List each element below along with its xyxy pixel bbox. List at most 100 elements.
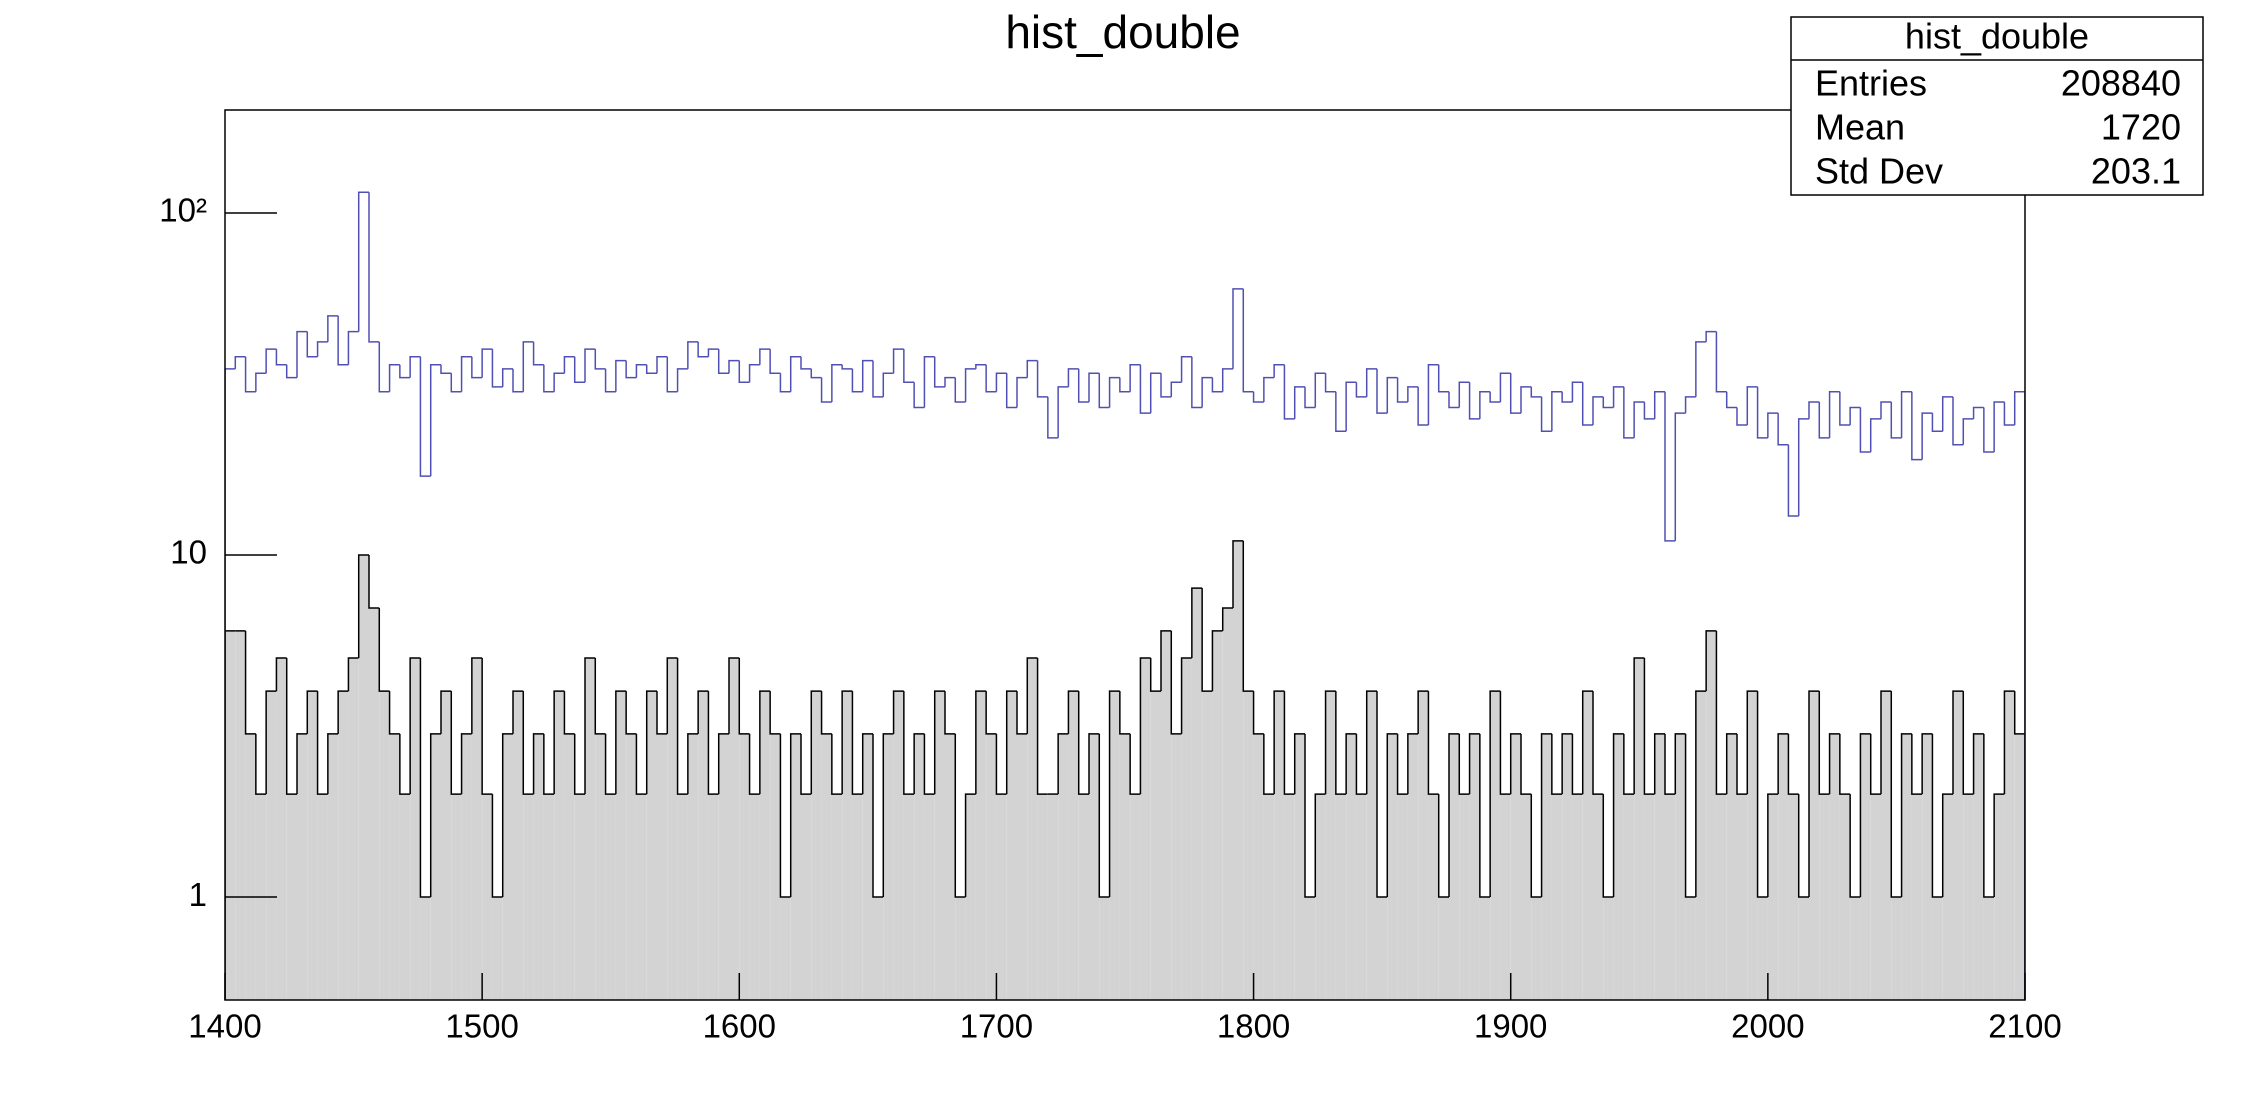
bin-outline — [1520, 386, 1532, 414]
bin-outline — [1746, 690, 1758, 795]
bar — [1665, 794, 1676, 1000]
bar — [1726, 733, 1737, 1000]
bin-outline — [666, 657, 678, 734]
bar — [1829, 733, 1840, 1000]
bar — [1253, 733, 1264, 1000]
bin-outline — [1952, 690, 1964, 795]
bar — [636, 794, 647, 1000]
bin-outline — [635, 733, 647, 795]
bin-outline — [1293, 733, 1305, 795]
bin-outline — [429, 733, 441, 898]
bar — [533, 733, 544, 1000]
bin-outline — [1489, 690, 1501, 898]
bin-outline — [563, 355, 575, 374]
bin-outline — [1365, 368, 1377, 397]
bar — [1531, 897, 1542, 1000]
bar — [245, 733, 256, 1000]
bin-outline — [1705, 630, 1717, 692]
bar — [554, 691, 565, 1000]
bin-outline — [1180, 355, 1192, 383]
x-tick-label: 1800 — [1217, 1008, 1290, 1045]
bin-outline — [1232, 288, 1244, 369]
bin-outline — [1026, 657, 1038, 734]
bar — [1603, 897, 1614, 1000]
bin-outline — [1664, 391, 1676, 542]
bin-outline — [1479, 391, 1491, 419]
bin-outline — [316, 691, 328, 795]
bin-outline — [553, 372, 565, 392]
bin-outline — [1911, 391, 1923, 461]
bin-outline — [1571, 733, 1583, 795]
bar — [749, 794, 760, 1000]
bin-outline — [1818, 691, 1830, 795]
bin-outline — [923, 355, 935, 408]
bin-outline — [1458, 381, 1470, 408]
bar — [1130, 794, 1141, 1000]
bin-outline — [1777, 413, 1789, 446]
bin-outline — [2013, 391, 2025, 1000]
bin-outline — [1561, 391, 1573, 403]
bin-outline — [882, 372, 894, 397]
bar — [1263, 794, 1275, 1000]
bin-outline — [1242, 288, 1254, 393]
bin-outline — [460, 733, 472, 795]
bar — [1325, 691, 1336, 1000]
bar — [420, 897, 431, 1000]
bin-outline — [933, 690, 945, 795]
bar — [801, 794, 812, 1000]
bar — [1305, 897, 1316, 1000]
bar — [297, 733, 308, 1000]
bin-outline — [450, 373, 462, 393]
bin-outline — [944, 376, 956, 387]
stats-label: Std Dev — [1815, 151, 1943, 192]
bin-outline — [1304, 733, 1316, 898]
bin-outline — [1869, 418, 1881, 453]
bin-outline — [388, 691, 400, 735]
bin-outline — [769, 349, 781, 374]
bin-outline — [625, 360, 637, 379]
bin-outline — [800, 356, 812, 370]
bar — [523, 794, 534, 1000]
bin-outline — [748, 363, 760, 383]
bin-outline — [1612, 386, 1624, 408]
bar — [873, 897, 884, 1000]
bin-outline — [1242, 540, 1254, 692]
bin-outline — [1777, 733, 1789, 795]
bin-outline — [1952, 396, 1964, 446]
bin-outline — [615, 359, 627, 392]
bar — [1397, 794, 1408, 1000]
bin-outline — [1725, 733, 1737, 795]
bar — [410, 657, 421, 1000]
bin-outline — [964, 368, 976, 403]
bar — [451, 794, 462, 1000]
bin-outline — [1489, 391, 1501, 403]
bin-outline — [1972, 406, 1984, 419]
bin-outline — [316, 341, 328, 357]
bin-outline — [255, 372, 267, 392]
bin-outline — [1592, 396, 1604, 425]
bin-outline — [1314, 793, 1326, 898]
bin-outline — [1468, 733, 1480, 795]
bin-outline — [995, 372, 1007, 392]
bin-outline — [1129, 363, 1141, 392]
bin-outline — [923, 733, 935, 795]
bin-outline — [759, 348, 771, 365]
bin-outline — [1715, 331, 1727, 393]
stats-label: Entries — [1815, 63, 1927, 104]
bar — [1870, 794, 1881, 1000]
bar — [1243, 691, 1254, 1000]
bin-outline — [1746, 386, 1758, 425]
bar — [543, 794, 555, 1000]
bar — [677, 794, 688, 1000]
bin-outline — [1756, 691, 1768, 898]
bar — [1953, 691, 1964, 1000]
bin-outline — [1695, 690, 1707, 898]
bin-outline — [1047, 396, 1059, 439]
bar — [1747, 691, 1758, 1000]
bin-outline — [1355, 382, 1367, 398]
bin-outline — [604, 733, 616, 795]
bin-outline — [1005, 690, 1017, 795]
bin-outline — [964, 793, 976, 898]
bin-outline — [234, 355, 246, 369]
